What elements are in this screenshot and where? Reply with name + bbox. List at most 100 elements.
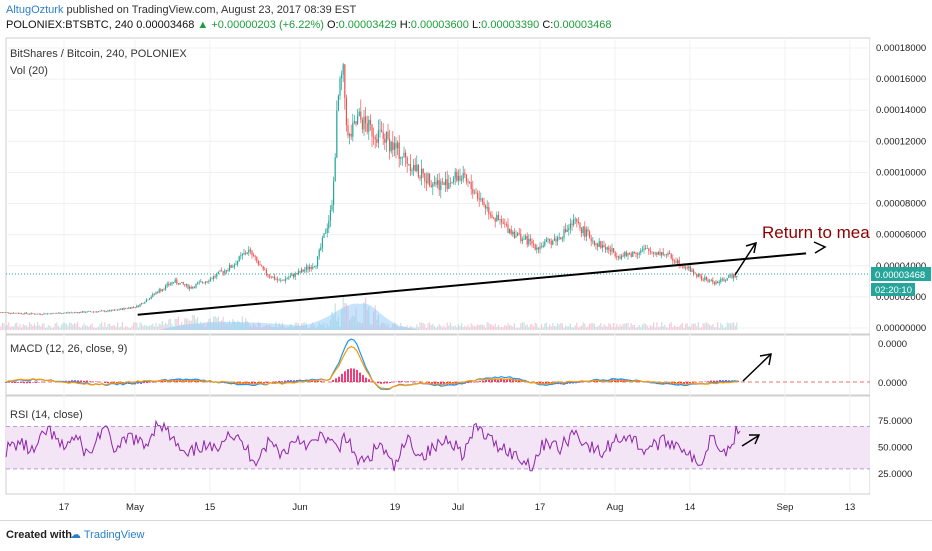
macd-hist-bar: [335, 378, 337, 382]
volume-bar: [138, 328, 139, 330]
volume-bar: [565, 326, 566, 330]
candle-body: [584, 227, 585, 237]
candle-body: [99, 311, 100, 312]
candle-body: [661, 252, 662, 255]
volume-bar: [611, 327, 612, 330]
macd-hist-bar: [266, 382, 268, 383]
candle-body: [653, 252, 654, 254]
candle-body: [437, 180, 438, 184]
candle-body: [626, 252, 627, 256]
candle-body: [405, 153, 406, 158]
candle-body: [16, 313, 17, 314]
candle-body: [445, 179, 446, 185]
volume-bar: [111, 326, 112, 330]
volume-bar: [149, 326, 150, 330]
candle-body: [675, 262, 676, 264]
volume-bar: [693, 324, 694, 330]
volume-bar: [456, 327, 457, 330]
volume-bar: [712, 324, 713, 330]
candle-body: [66, 313, 67, 314]
candle-body: [711, 280, 712, 281]
candle-body: [354, 121, 355, 123]
volume-bar: [602, 327, 603, 330]
volume-bar: [467, 325, 468, 330]
price-tick-label: 0.00006000: [876, 230, 926, 241]
candle-body: [231, 265, 232, 268]
macd-hist-bar: [347, 369, 349, 382]
candle-body: [347, 125, 348, 135]
volume-bar: [98, 327, 99, 330]
macd-pane[interactable]: [6, 335, 870, 395]
candle-body: [517, 233, 518, 235]
volume-bar: [43, 323, 44, 330]
candle-body: [42, 314, 43, 315]
candle-body: [359, 112, 360, 117]
volume-bar: [616, 324, 617, 330]
volume-bar: [659, 327, 660, 330]
volume-bar: [139, 322, 140, 330]
candle-body: [427, 173, 428, 183]
volume-bar: [0, 327, 1, 330]
candle-body: [170, 284, 171, 285]
volume-bar: [120, 327, 121, 330]
volume-bar: [527, 324, 528, 330]
candle-body: [514, 232, 515, 238]
candle-body: [29, 314, 30, 315]
candle-body: [85, 312, 86, 313]
price-tick-label: 0.00000000: [876, 323, 926, 334]
volume-bar: [429, 323, 430, 330]
macd-hist-bar: [338, 377, 340, 382]
candle-body: [149, 299, 150, 300]
candle-body: [88, 311, 89, 312]
candle-body: [455, 172, 456, 179]
macd-hist-bar: [413, 381, 415, 382]
candle-body: [610, 250, 611, 251]
macd-hist-bar: [83, 381, 85, 382]
volume-bar: [464, 326, 465, 330]
candle-body: [202, 282, 203, 283]
volume-bar: [440, 326, 441, 330]
volume-bar: [554, 326, 555, 330]
tradingview-logo-icon[interactable]: ☁ TradingView: [70, 528, 144, 541]
candle-body: [603, 245, 604, 247]
candle-body: [450, 183, 451, 184]
volume-bar: [83, 324, 84, 330]
macd-hist-bar: [35, 382, 37, 383]
candle-body: [552, 241, 553, 245]
candle-body: [447, 179, 448, 189]
macd-hist-bar: [104, 382, 106, 383]
candle-body: [658, 252, 659, 255]
volume-bar: [131, 326, 132, 330]
volume-bar: [443, 325, 444, 330]
price-pane[interactable]: [6, 38, 870, 334]
candle-body: [56, 313, 57, 314]
candle-body: [535, 245, 536, 250]
candle-body: [55, 313, 56, 314]
volume-bar: [669, 324, 670, 330]
candle-body: [563, 229, 564, 238]
volume-bar: [507, 323, 508, 330]
volume-bar: [733, 322, 734, 330]
candle-body: [184, 284, 185, 285]
volume-bar: [21, 327, 22, 330]
candle-body: [103, 311, 104, 312]
candle-body: [219, 271, 220, 272]
candle-body: [205, 281, 206, 282]
volume-bar: [104, 322, 105, 330]
macd-hist-bar: [89, 381, 91, 382]
volume-bar: [648, 328, 649, 330]
volume-bar: [5, 327, 6, 330]
candle-body: [183, 282, 184, 284]
candle-body: [339, 78, 340, 95]
candle-body: [503, 222, 504, 223]
chart-canvas[interactable]: Return to mea BitShares / Bitcoin, 240, …: [0, 0, 932, 520]
volume-bar: [442, 327, 443, 330]
candle-body: [461, 179, 462, 180]
macd-hist-bar: [362, 375, 364, 382]
volume-bar: [74, 323, 75, 330]
candle-body: [335, 157, 336, 181]
candle-body: [435, 182, 436, 185]
candle-body: [511, 229, 512, 234]
candle-body: [648, 248, 649, 250]
